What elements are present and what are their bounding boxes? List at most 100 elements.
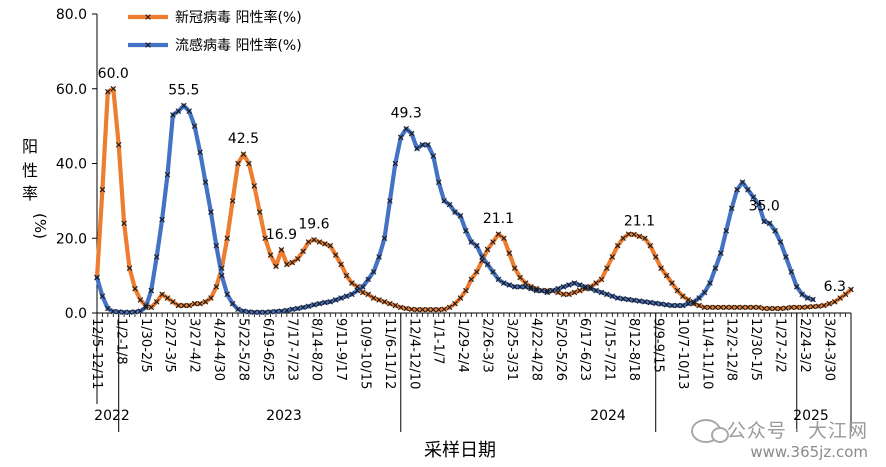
data-label: 19.6: [298, 217, 329, 233]
x-tick-label: 8/14-8/20: [309, 318, 324, 381]
data-point: [837, 295, 843, 301]
y-tick-label: 40.0: [56, 157, 87, 173]
data-point: [804, 295, 811, 301]
data-point: [414, 145, 420, 152]
data-point: [197, 300, 203, 307]
data-point: [576, 287, 583, 294]
data-point: [511, 265, 518, 271]
data-point: [229, 300, 236, 307]
data-point: [631, 297, 637, 304]
data-point: [403, 125, 409, 132]
data-point: [137, 297, 144, 303]
x-tick-label: 5/22-5/28: [235, 318, 250, 381]
data-point: [273, 308, 279, 315]
data-point: [365, 276, 372, 283]
data-point: [468, 276, 475, 283]
data-point: [842, 291, 849, 298]
data-point: [821, 302, 827, 309]
data-point: [685, 300, 692, 307]
data-point: [517, 284, 523, 290]
y-axis-label-unit: (%): [31, 213, 49, 239]
data-point: [560, 291, 567, 298]
data-point: [164, 295, 171, 301]
watermark-line2: www.365jz.com: [750, 443, 868, 461]
data-point: [750, 304, 757, 311]
data-point: [766, 220, 773, 227]
data-point: [587, 284, 594, 290]
data-point: [674, 302, 681, 309]
data-point: [560, 284, 567, 290]
data-point: [208, 295, 214, 301]
data-label: 60.0: [98, 66, 129, 82]
data-point: [696, 302, 702, 309]
data-point: [311, 301, 317, 308]
data-point: [636, 233, 643, 240]
data-point: [197, 149, 203, 156]
data-point: [663, 272, 670, 279]
data-point: [582, 285, 588, 292]
data-point: [251, 309, 258, 316]
data-point: [316, 239, 323, 245]
data-point: [555, 285, 561, 292]
watermark-line1: 公众号 · 大江网: [690, 416, 868, 443]
data-point: [338, 295, 344, 301]
data-point: [614, 242, 621, 249]
data-point: [463, 287, 469, 294]
data-point: [94, 274, 100, 281]
x-tick-label: 1/29-2/4: [455, 318, 470, 373]
data-point: [376, 297, 382, 303]
data-point: [761, 218, 767, 225]
data-point: [772, 305, 778, 312]
x-tick-label: 10/7-10/13: [675, 318, 690, 389]
x-tick-label: 6/17-6/23: [577, 318, 592, 381]
data-point: [788, 269, 795, 275]
data-point: [414, 306, 420, 313]
data-label: 16.9: [266, 227, 297, 243]
data-point: [452, 209, 458, 215]
data-point: [235, 160, 241, 167]
data-point: [354, 287, 361, 294]
data-point: [349, 291, 355, 298]
data-point: [793, 304, 800, 311]
data-point: [218, 272, 225, 279]
data-point: [446, 304, 453, 311]
data-point: [728, 205, 735, 212]
data-point: [294, 305, 301, 312]
data-point: [246, 309, 252, 315]
data-point: [783, 305, 789, 311]
data-point: [647, 299, 654, 306]
data-point: [517, 274, 523, 281]
data-point: [370, 269, 377, 275]
data-point: [186, 302, 193, 309]
data-point: [392, 160, 399, 167]
data-point: [132, 285, 138, 292]
data-point: [739, 179, 746, 185]
y-axis-label-char: 阳: [22, 137, 38, 156]
data-point: [484, 246, 491, 253]
data-point: [750, 194, 757, 200]
data-point: [159, 216, 165, 223]
data-point: [262, 309, 268, 316]
data-point: [457, 295, 464, 301]
data-point: [783, 254, 789, 260]
series-layer: [94, 85, 854, 316]
data-point: [723, 227, 730, 234]
data-point: [164, 171, 171, 178]
data-point: [289, 259, 296, 266]
data-point: [294, 256, 301, 262]
data-point: [284, 261, 290, 268]
data-point: [810, 296, 816, 303]
y-tick-label: 80.0: [56, 7, 87, 23]
year-label: 2022: [94, 408, 130, 424]
data-point: [256, 209, 263, 215]
series-line-flu: [94, 103, 816, 315]
data-point: [441, 306, 447, 313]
data-point: [804, 304, 811, 310]
data-point: [132, 309, 138, 315]
data-point: [604, 291, 610, 298]
data-point: [669, 302, 675, 309]
data-point: [511, 284, 518, 290]
data-point: [690, 298, 697, 305]
data-point: [349, 280, 355, 286]
